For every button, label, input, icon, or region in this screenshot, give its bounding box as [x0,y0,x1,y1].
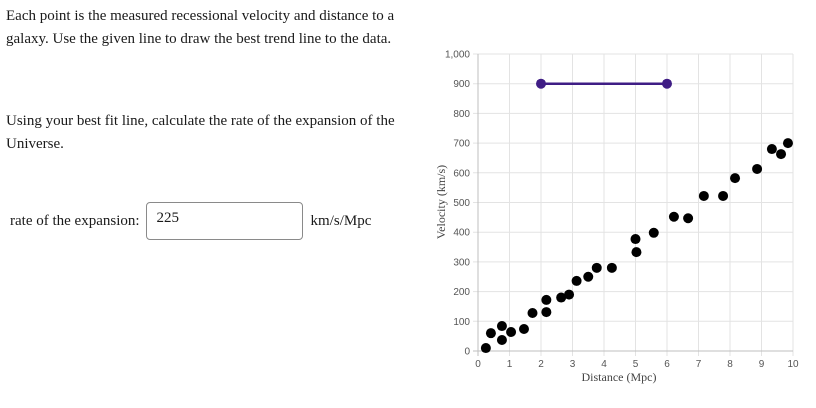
answer-row: rate of the expansion: km/s/Mpc [10,202,371,240]
trend-line-start-handle[interactable] [536,78,546,89]
y-tick-label: 400 [453,228,470,239]
data-point [668,211,679,222]
y-tick-label: 700 [453,139,470,150]
data-point [556,292,567,303]
expansion-rate-input[interactable] [145,202,303,240]
data-point [630,234,641,245]
data-point [480,343,491,354]
chart-grid [473,53,794,356]
data-point [776,149,787,160]
data-point [485,328,496,339]
data-point [718,190,729,201]
answer-label: rate of the expansion: [10,212,140,229]
data-point [564,289,575,300]
data-point [606,262,617,273]
x-axis-ticks: 0 1 2 3 4 5 6 7 8 9 10 [475,359,799,370]
data-point [631,247,642,258]
x-tick-label: 5 [633,359,639,370]
data-point [496,335,507,346]
y-tick-label: 100 [453,317,470,328]
x-tick-label: 4 [601,359,607,370]
instructions-paragraph-1: Each point is the measured recessional v… [6,8,395,47]
data-point [698,190,709,201]
y-axis-ticks: 0 100 200 300 400 500 600 700 800 900 1,000 [445,50,470,358]
data-point [506,326,517,337]
answer-unit: km/s/Mpc [310,212,372,229]
x-tick-label: 2 [538,359,544,370]
y-tick-label: 600 [453,168,470,179]
trend-line-end-handle[interactable] [662,78,672,89]
y-tick-label: 200 [453,287,470,298]
data-point [648,227,659,238]
instructions-paragraph-2: Using your best fit line, calculate the … [6,113,395,152]
y-tick-label: 900 [453,79,470,90]
y-tick-label: 800 [453,109,470,120]
data-point [591,262,602,273]
x-tick-label: 7 [696,359,702,370]
y-tick-label: 1,000 [445,50,470,61]
y-tick-label: 500 [453,198,470,209]
data-point [583,271,594,282]
x-tick-label: 9 [759,359,765,370]
data-point [752,163,763,174]
y-tick-label: 0 [464,347,470,358]
y-tick-label: 300 [453,257,470,268]
data-point [766,144,777,155]
data-point [571,275,582,286]
y-axis-title: Velocity (km/s) [434,165,448,239]
data-points [480,138,793,354]
data-point [518,324,529,335]
data-point [782,138,793,149]
data-point [683,213,694,224]
x-tick-label: 3 [570,359,576,370]
x-tick-label: 10 [787,359,799,370]
chart-axes [473,54,793,356]
data-point [541,294,552,305]
data-point [730,173,741,184]
data-point [527,307,538,318]
x-tick-label: 0 [475,359,481,370]
trend-line-group[interactable] [536,78,672,89]
x-axis-title: Distance (Mpc) [582,370,657,384]
data-point [496,321,507,332]
x-tick-label: 6 [664,359,670,370]
data-point [541,307,552,318]
x-tick-label: 8 [727,359,733,370]
x-tick-label: 1 [507,359,513,370]
